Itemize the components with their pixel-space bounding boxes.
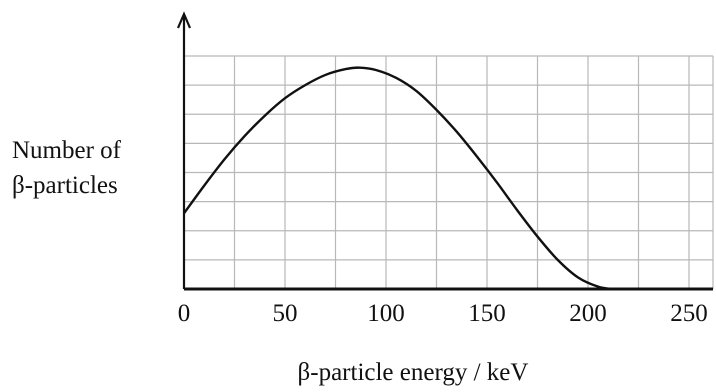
chart-series	[184, 68, 624, 290]
y-axis-label-line-2: β-particles	[12, 172, 118, 199]
chart-axes	[178, 14, 713, 289]
x-tick-label: 100	[367, 300, 405, 327]
x-tick-label: 0	[178, 300, 191, 327]
x-tick-label: 150	[468, 300, 506, 327]
x-tick-label: 250	[670, 300, 708, 327]
chart-grid	[184, 56, 713, 289]
x-tick-label: 200	[569, 300, 607, 327]
x-axis-label: β-particle energy / keV	[298, 359, 529, 386]
x-tick-labels: 0 50 100 150 200 250	[178, 300, 708, 327]
x-tick-label: 50	[273, 300, 298, 327]
y-axis-label-line-1: Number of	[12, 137, 122, 164]
data-series-line	[184, 68, 624, 290]
